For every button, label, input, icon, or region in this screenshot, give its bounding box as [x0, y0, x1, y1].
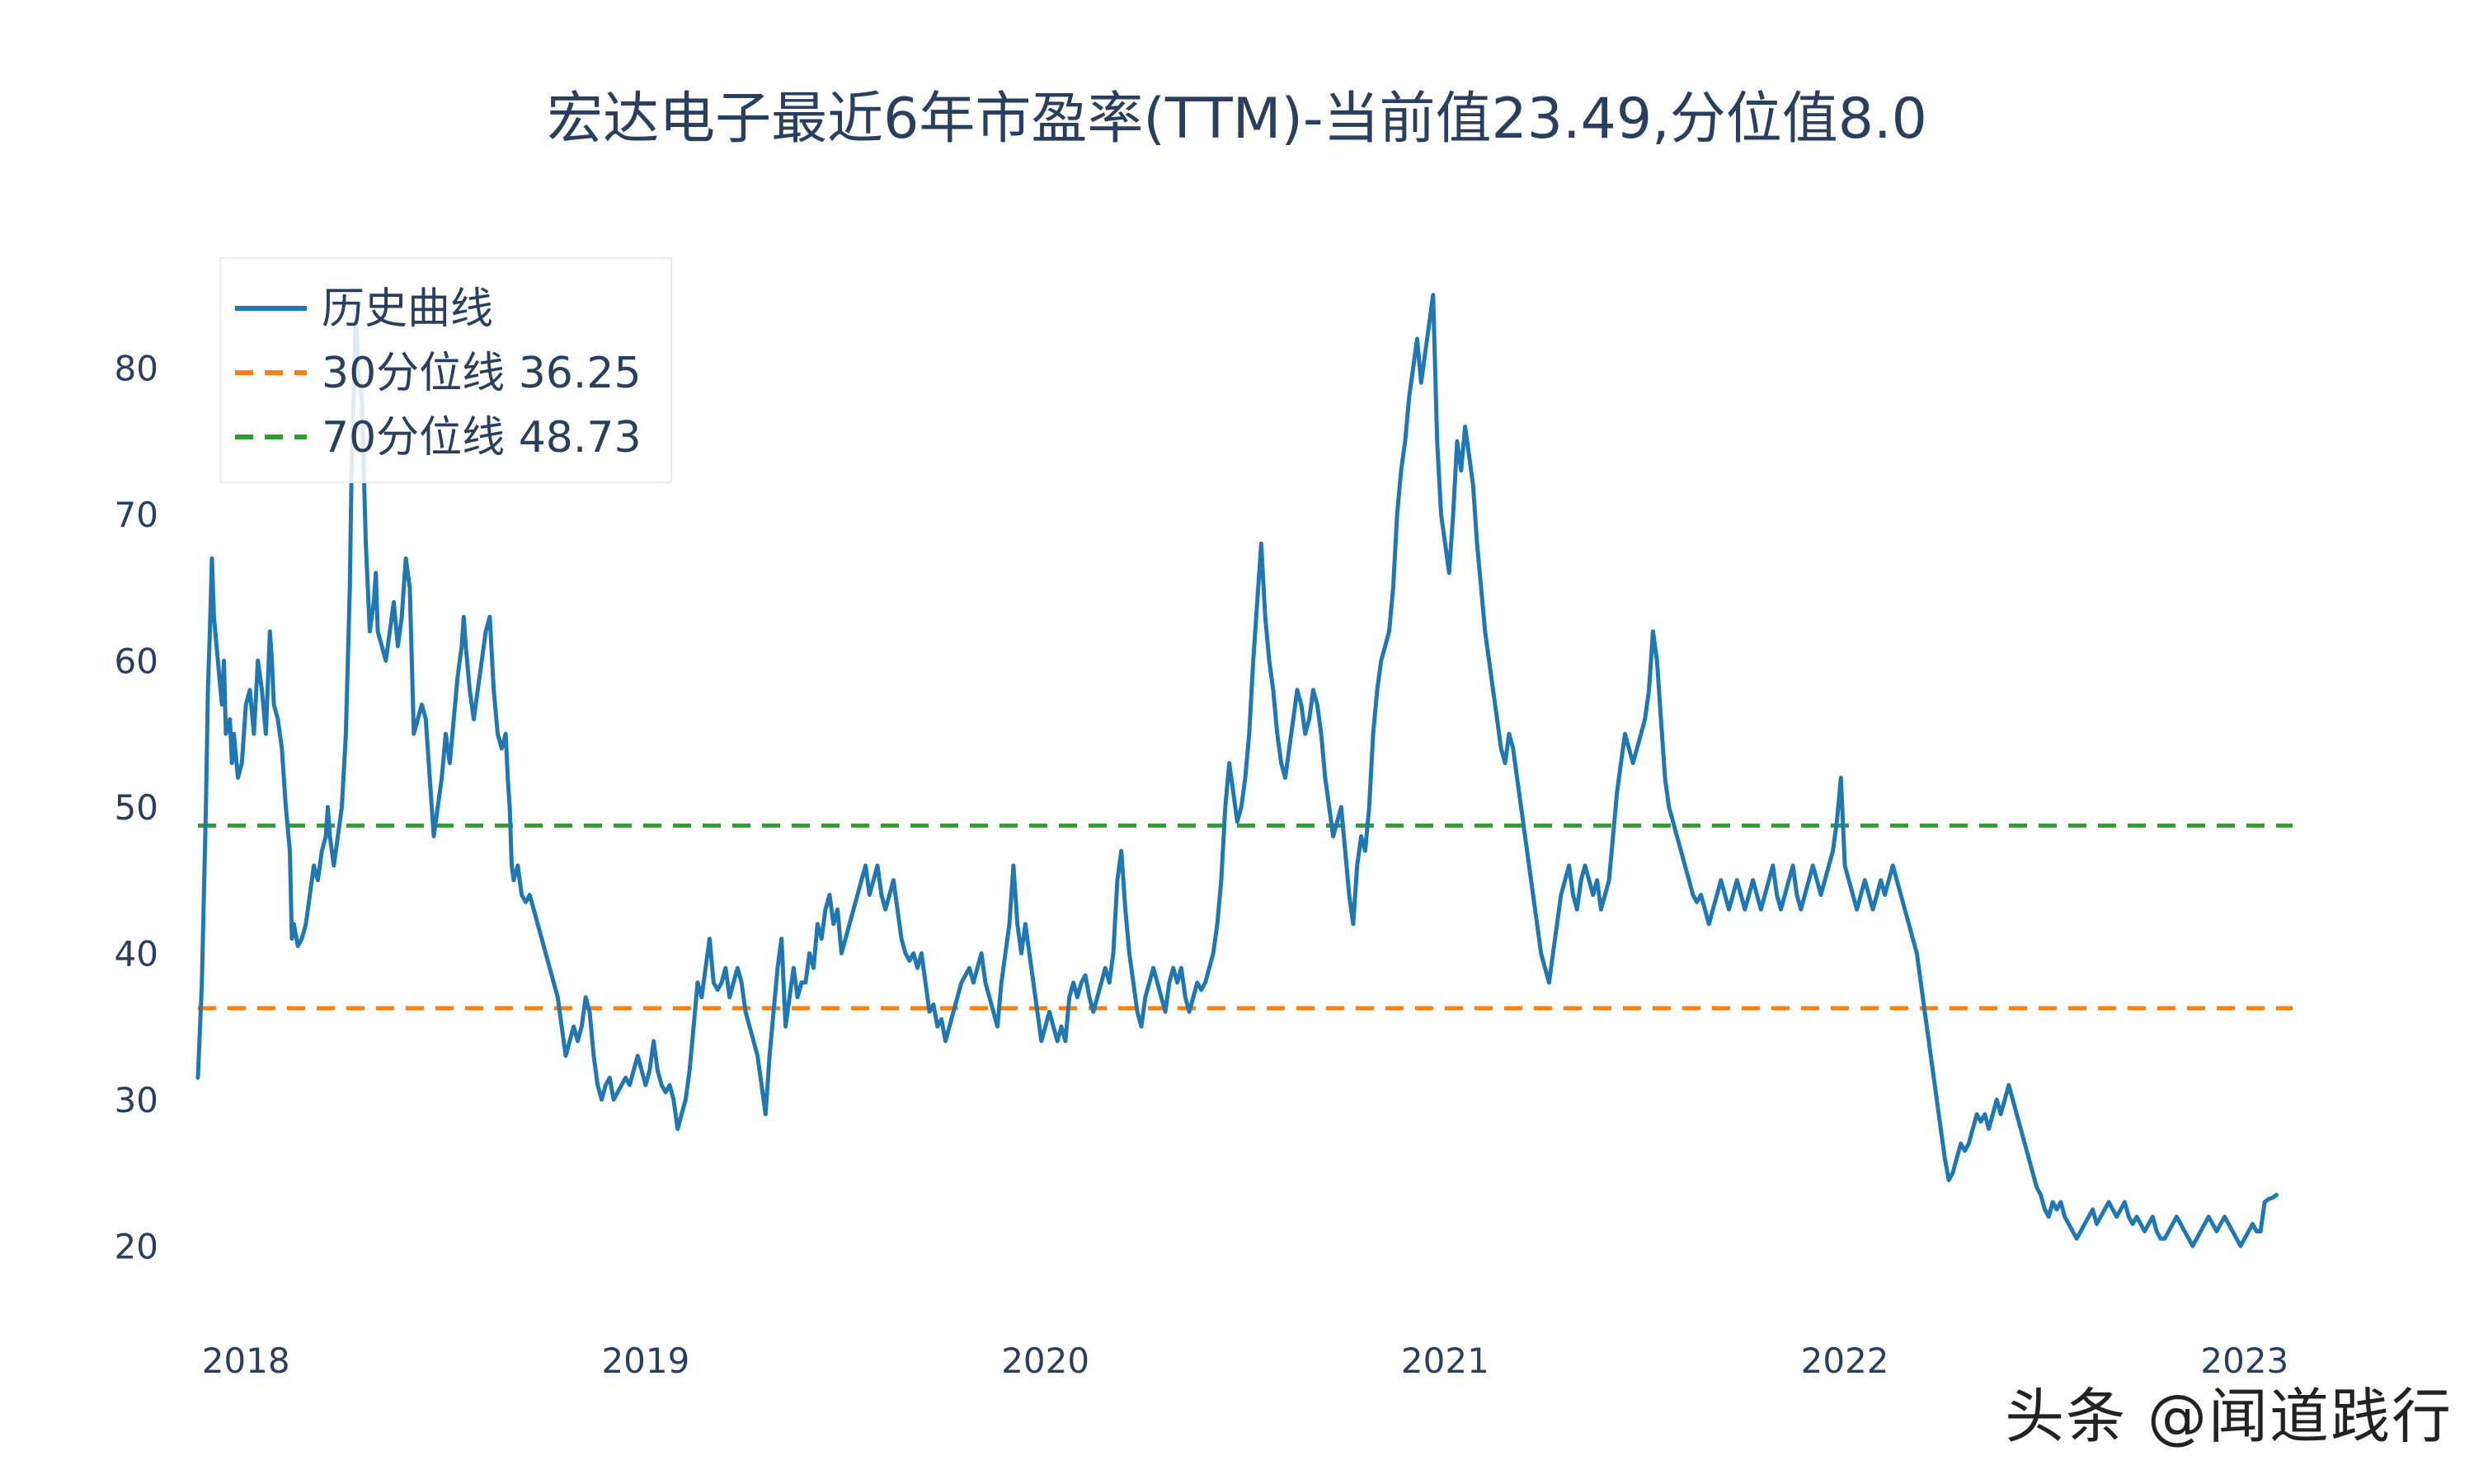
- x-tick-label: 2018: [202, 1341, 290, 1381]
- y-tick-label: 70: [115, 495, 158, 535]
- y-tick-label: 60: [115, 641, 158, 681]
- history-series-line: [195, 293, 2279, 1248]
- y-tick-label: 50: [115, 787, 158, 828]
- y-tick-label: 80: [115, 348, 158, 388]
- legend-box: [219, 257, 672, 483]
- y-tick-label: 40: [115, 933, 158, 974]
- reference-lines: [198, 823, 2293, 1011]
- legend: 历史曲线 30分位线 36.25 70分位线 48.73: [219, 257, 672, 483]
- y-tick-label: 20: [115, 1226, 158, 1266]
- x-axis-ticks: 2018 2019 2020 2021 2022 2023: [202, 1341, 2289, 1381]
- legend-label-2: 70分位线 48.73: [322, 413, 642, 463]
- series-layer: [195, 293, 2279, 1248]
- legend-label-1: 30分位线 36.25: [322, 349, 642, 398]
- x-tick-label: 2020: [1001, 1341, 1089, 1381]
- legend-label-0: 历史曲线: [322, 284, 493, 334]
- x-tick-label: 2021: [1401, 1341, 1489, 1381]
- x-tick-label: 2022: [1801, 1341, 1889, 1381]
- watermark: 头条 @闻道践行: [2005, 1382, 2453, 1451]
- x-tick-label: 2019: [601, 1341, 689, 1381]
- x-tick-label: 2023: [2200, 1341, 2288, 1381]
- y-axis-ticks: 20 30 40 50 60 70 80: [115, 348, 158, 1266]
- y-tick-label: 30: [115, 1080, 158, 1120]
- chart-title: 宏达电子最近6年市盈率(TTM)-当前值23.49,分位值8.0: [547, 87, 1927, 152]
